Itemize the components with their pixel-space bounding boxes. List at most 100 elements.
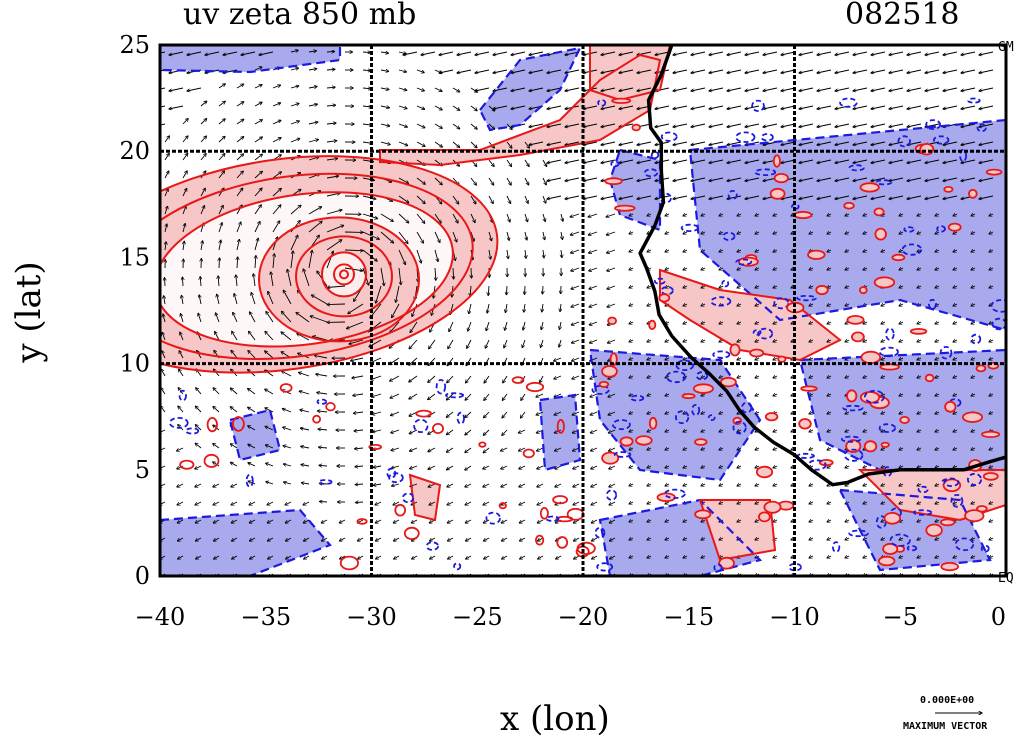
- wind-vector: [637, 195, 652, 199]
- wind-vector: [619, 51, 634, 55]
- wind-vector: [470, 213, 475, 223]
- wind-vector: [755, 466, 760, 468]
- wind-vector: [502, 411, 508, 418]
- wind-vector: [737, 484, 742, 486]
- wind-vector: [231, 501, 238, 505]
- wind-vector: [230, 407, 238, 413]
- wind-vector: [489, 249, 491, 259]
- small-contour: [656, 492, 676, 503]
- wind-vector: [665, 394, 670, 396]
- wind-vector: [565, 195, 580, 199]
- wind-vector: [303, 537, 310, 541]
- wind-vector: [629, 466, 634, 468]
- wind-vector: [200, 154, 206, 161]
- wind-vector: [683, 286, 688, 288]
- wind-vector: [196, 555, 202, 559]
- wind-vector: [380, 88, 389, 90]
- wind-vector: [467, 339, 472, 348]
- wind-vector: [177, 501, 184, 505]
- wind-vector: [609, 501, 616, 505]
- wind-vector: [755, 322, 760, 324]
- small-contour: [777, 355, 787, 363]
- wind-vector: [701, 376, 706, 378]
- wind-vector: [299, 372, 310, 377]
- wind-vector: [281, 311, 292, 323]
- small-contour: [940, 561, 959, 572]
- wind-vector: [347, 321, 364, 329]
- wind-vector: [452, 123, 460, 129]
- wind-vector: [590, 429, 598, 433]
- wind-vector: [683, 340, 688, 342]
- wind-vector: [683, 448, 688, 450]
- wind-vector: [755, 358, 760, 360]
- wind-vector: [396, 285, 400, 302]
- wind-vector: [297, 333, 310, 341]
- wind-vector: [251, 293, 256, 305]
- wind-vector: [755, 412, 760, 414]
- wind-vector: [417, 267, 418, 282]
- wind-vector: [164, 189, 168, 197]
- wind-vector: [375, 537, 382, 541]
- wind-vector: [195, 483, 202, 487]
- wind-vector: [326, 176, 339, 179]
- wind-vector: [540, 375, 544, 383]
- wind-vector: [308, 207, 322, 215]
- wind-vector: [719, 466, 724, 468]
- wind-vector: [236, 119, 244, 125]
- wind-vector: [673, 69, 688, 73]
- wind-vector: [398, 267, 401, 285]
- wind-vector: [745, 69, 760, 73]
- wind-vector: [745, 87, 760, 91]
- wind-vector: [254, 238, 258, 251]
- wind-vector: [285, 501, 292, 505]
- wind-vector: [506, 159, 512, 167]
- wind-vector: [213, 537, 220, 541]
- wind-vector: [691, 141, 706, 145]
- wind-vector: [339, 519, 346, 523]
- wind-vector: [522, 339, 526, 348]
- wind-vector: [416, 141, 425, 146]
- wind-vector: [637, 69, 652, 73]
- x-tick-label: −15: [663, 603, 714, 631]
- wind-vector: [701, 286, 706, 288]
- wind-vector: [254, 221, 260, 233]
- small-contour: [925, 523, 943, 538]
- wind-vector: [182, 136, 188, 143]
- wind-vector: [755, 448, 760, 450]
- wind-vector: [398, 105, 407, 109]
- wind-vector: [160, 447, 166, 451]
- wind-vector: [601, 87, 616, 91]
- wind-vector: [160, 105, 166, 108]
- wind-vector: [542, 159, 547, 167]
- wind-vector: [601, 69, 616, 73]
- wind-vector: [290, 139, 300, 143]
- wind-vector: [254, 102, 262, 107]
- wind-vector: [398, 249, 406, 265]
- wind-vector: [449, 321, 454, 332]
- wind-vector: [375, 501, 382, 505]
- wind-vector: [301, 446, 310, 448]
- wind-vector: [362, 70, 371, 71]
- wind-vector: [709, 177, 724, 181]
- wind-vector: [327, 304, 346, 305]
- wind-vector: [272, 120, 281, 125]
- small-contour: [944, 400, 957, 413]
- wind-vector: [547, 195, 562, 199]
- wind-vector: [299, 391, 310, 395]
- wind-vector: [375, 519, 382, 523]
- wind-vector: [308, 51, 317, 52]
- wind-vector: [647, 448, 652, 450]
- wind-vector: [234, 294, 238, 305]
- wind-vector: [529, 69, 544, 73]
- wind-vector: [434, 123, 442, 128]
- wind-vector: [398, 213, 409, 223]
- wind-vector: [165, 242, 166, 251]
- wind-vector: [160, 123, 166, 126]
- wind-vector: [296, 312, 310, 323]
- wind-vector: [745, 195, 760, 199]
- wind-vector: [429, 339, 436, 349]
- wind-vector: [248, 389, 256, 395]
- wind-vector: [416, 231, 424, 243]
- wind-vector: [319, 447, 328, 448]
- wind-vector: [673, 159, 688, 163]
